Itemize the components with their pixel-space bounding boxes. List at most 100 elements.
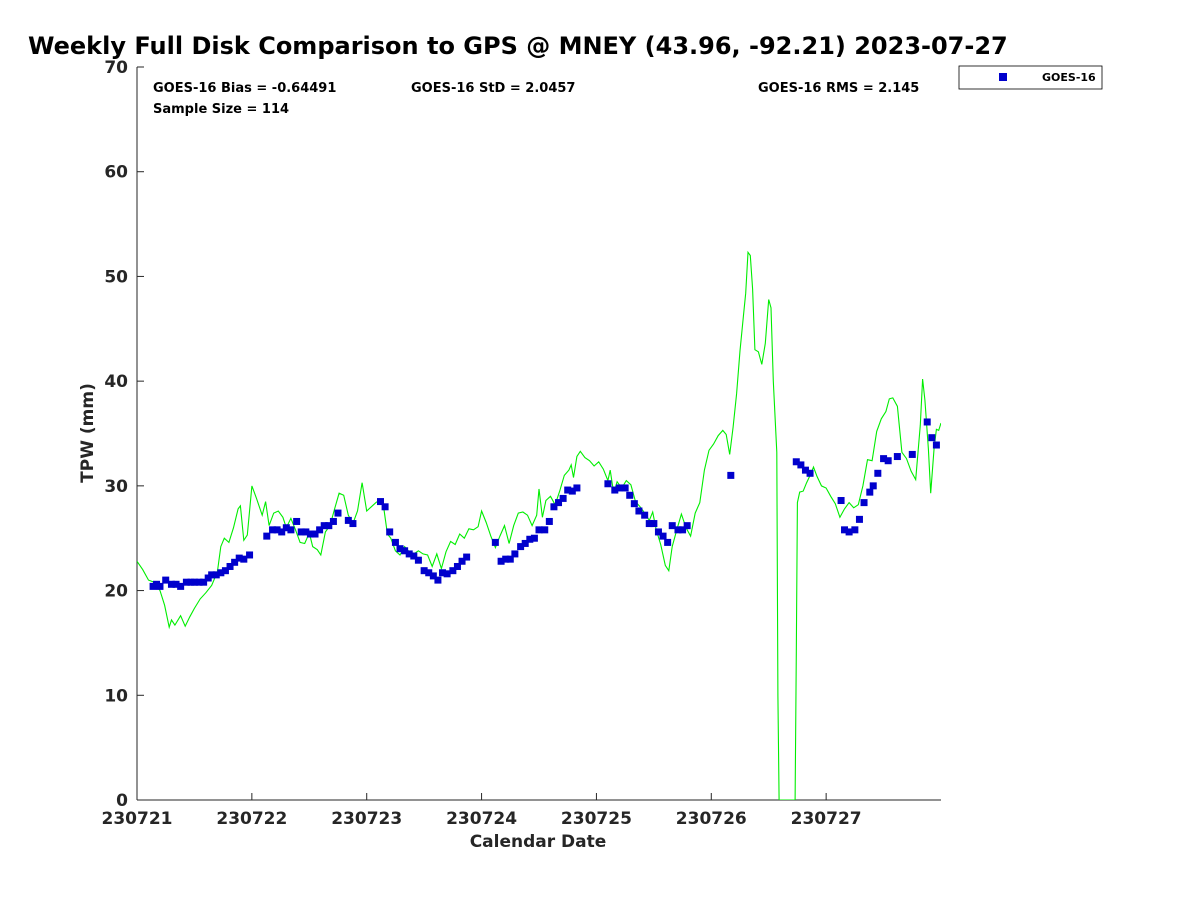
- y-tick-label-3: 30: [104, 477, 128, 497]
- goes16-point: [659, 532, 667, 540]
- goes16-point: [641, 511, 649, 519]
- goes16-point: [453, 562, 461, 570]
- goes16-point: [311, 530, 319, 538]
- goes16-point: [425, 569, 433, 577]
- goes16-point: [221, 567, 229, 575]
- goes16-point: [679, 526, 687, 534]
- goes16-point: [325, 522, 333, 530]
- x-axis-label: Calendar Date: [470, 832, 607, 852]
- goes16-point: [559, 494, 567, 502]
- x-tick-label-5: 230726: [676, 809, 747, 829]
- goes16-point: [645, 520, 653, 528]
- legend-box: [958, 65, 1103, 90]
- goes16-point: [226, 562, 234, 570]
- goes16-point: [177, 582, 185, 590]
- goes16-point: [405, 550, 413, 558]
- goes16-point: [869, 482, 877, 490]
- plot-area: 0 10 20 30 40 50 60 70 230721 230722 230723 230724 2…: [102, 58, 941, 829]
- goes16-point: [235, 554, 243, 562]
- goes16-point: [668, 522, 676, 530]
- goes16-point: [217, 569, 225, 577]
- y-tick-label-4: 40: [104, 372, 128, 392]
- y-tick-label-2: 20: [104, 582, 128, 602]
- goes16-point: [497, 557, 505, 565]
- goes16-point: [502, 555, 510, 563]
- goes16-point: [156, 582, 164, 590]
- x-tick-label-0: 230721: [102, 809, 173, 829]
- y-tick-label-5: 50: [104, 267, 128, 287]
- goes16-point: [349, 520, 357, 528]
- goes16-point: [414, 556, 422, 564]
- goes16-point: [564, 486, 572, 494]
- goes16-point: [240, 555, 248, 563]
- goes16-point: [893, 453, 901, 461]
- goes16-point: [443, 570, 451, 578]
- goes16-point: [320, 522, 328, 530]
- goes16-point: [806, 469, 814, 477]
- goes16-point: [506, 555, 514, 563]
- goes16-point: [874, 469, 882, 477]
- y-tick-label-7: 70: [104, 58, 128, 78]
- goes16-point: [386, 528, 394, 536]
- chart-title: Weekly Full Disk Comparison to GPS @ MNE…: [28, 32, 1008, 60]
- goes16-point: [650, 520, 658, 528]
- goes16-point: [376, 498, 384, 506]
- goes16-point: [621, 484, 629, 492]
- goes16-point: [195, 578, 203, 586]
- goes16-point: [568, 487, 576, 495]
- goes16-point: [212, 571, 220, 579]
- goes16-point: [654, 528, 662, 536]
- goes16-point: [269, 526, 277, 534]
- goes16-point: [880, 455, 888, 463]
- goes16-point: [287, 526, 295, 534]
- goes16-point: [851, 526, 859, 534]
- goes16-point: [845, 528, 853, 536]
- goes16-point: [200, 578, 208, 586]
- goes16-point: [674, 526, 682, 534]
- goes16-point: [429, 572, 437, 580]
- y-tick-label-6: 60: [104, 163, 128, 183]
- sample-size-stat: Sample Size = 114: [153, 102, 289, 117]
- rms-stat: GOES-16 RMS = 2.145: [758, 81, 919, 96]
- goes16-point: [449, 567, 457, 575]
- goes16-point: [172, 580, 180, 588]
- goes16-point: [683, 522, 691, 530]
- goes16-point: [282, 524, 290, 532]
- goes16-point: [396, 545, 404, 553]
- goes16-point: [190, 578, 198, 586]
- legend: GOES-16: [958, 65, 1103, 90]
- goes16-point: [297, 528, 305, 536]
- goes16-point: [797, 461, 805, 469]
- goes16-point: [604, 480, 612, 488]
- goes16-point: [541, 526, 549, 534]
- goes16-point: [530, 534, 538, 542]
- goes16-point: [458, 557, 466, 565]
- goes16-point: [801, 466, 809, 474]
- goes16-point: [273, 526, 281, 534]
- x-tick-label-2: 230723: [331, 809, 402, 829]
- goes16-point: [208, 571, 216, 579]
- goes16-point: [535, 526, 543, 534]
- goes16-point: [550, 503, 558, 511]
- goes16-point: [855, 515, 863, 523]
- goes16-point: [932, 441, 940, 449]
- goes16-point: [293, 517, 301, 525]
- goes16-point: [908, 450, 916, 458]
- goes16-point: [410, 552, 418, 560]
- goes16-point: [491, 538, 499, 546]
- goes16-point: [635, 507, 643, 515]
- goes16-point: [302, 528, 310, 536]
- y-tick-label-1: 10: [104, 686, 128, 706]
- goes16-point: [329, 517, 337, 525]
- goes16-point: [573, 484, 581, 492]
- goes16-point: [526, 535, 534, 543]
- goes16-point: [434, 576, 442, 584]
- goes16-point: [334, 509, 342, 517]
- x-tick-label-4: 230725: [561, 809, 632, 829]
- goes16-point: [344, 516, 352, 524]
- goes16-point: [521, 539, 529, 547]
- goes16-point: [664, 538, 672, 546]
- goes16-point: [381, 503, 389, 511]
- goes16-point: [841, 526, 849, 534]
